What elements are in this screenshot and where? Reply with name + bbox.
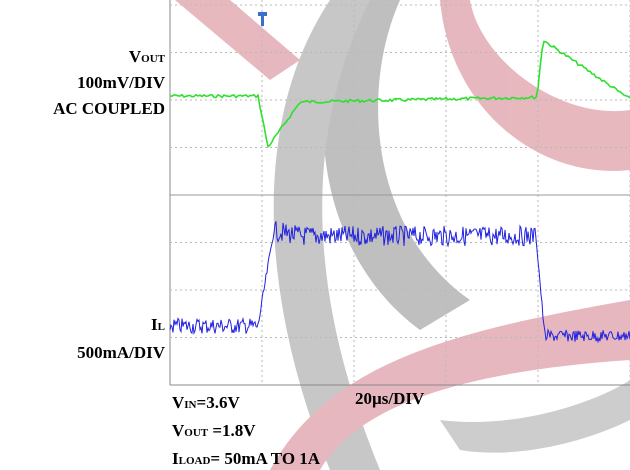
coupling: AC COUPLED [53,99,165,118]
grid [169,0,630,386]
watermark-shape [323,0,470,330]
cond-main: I [172,449,179,468]
watermark-shape [175,0,300,80]
il-label: IL [151,315,165,334]
cond-main: V [172,393,185,412]
il-trace [169,221,630,344]
watermark-shape [273,0,380,470]
label-main: I [151,315,158,334]
cond-rest: =1.8V [208,421,256,440]
cond-rest: = 50mA TO 1A [210,449,320,468]
vout-scale: 100mV/DIV [77,73,166,92]
trigger-marker [258,12,267,26]
watermark-shape [440,0,630,171]
vout-condition: VOUT =1.8V [172,421,256,440]
cond-sub: OUT [184,427,209,439]
time-scale: 20µs/DIV [355,389,425,408]
il-scale: 500mA/DIV [77,343,166,362]
label-main: V [129,47,142,66]
cond-sub: IN [184,399,196,411]
vin-condition: VIN=3.6V [172,393,240,412]
watermark-shape [440,380,630,453]
iload-condition: ILOAD= 50mA TO 1A [172,449,321,468]
cond-rest: =3.6V [197,393,241,412]
label-sub: L [158,321,165,333]
cond-sub: LOAD [179,455,211,467]
vout-trace [169,40,630,149]
label-sub: OUT [141,53,166,65]
cond-main: V [172,421,185,440]
vout-label: VOUT [129,47,166,66]
